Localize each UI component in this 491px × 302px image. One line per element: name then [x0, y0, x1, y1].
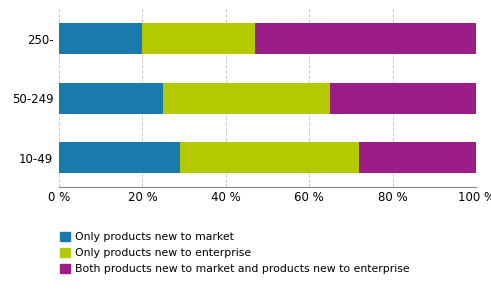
Bar — [59, 23, 142, 54]
Bar — [142, 23, 255, 54]
Bar — [59, 83, 163, 114]
Bar — [359, 142, 476, 173]
Bar — [180, 142, 359, 173]
Bar — [330, 83, 476, 114]
Legend: Only products new to market, Only products new to enterprise, Both products new : Only products new to market, Only produc… — [60, 232, 410, 275]
Bar — [163, 83, 330, 114]
Bar — [59, 142, 180, 173]
Bar — [255, 23, 476, 54]
